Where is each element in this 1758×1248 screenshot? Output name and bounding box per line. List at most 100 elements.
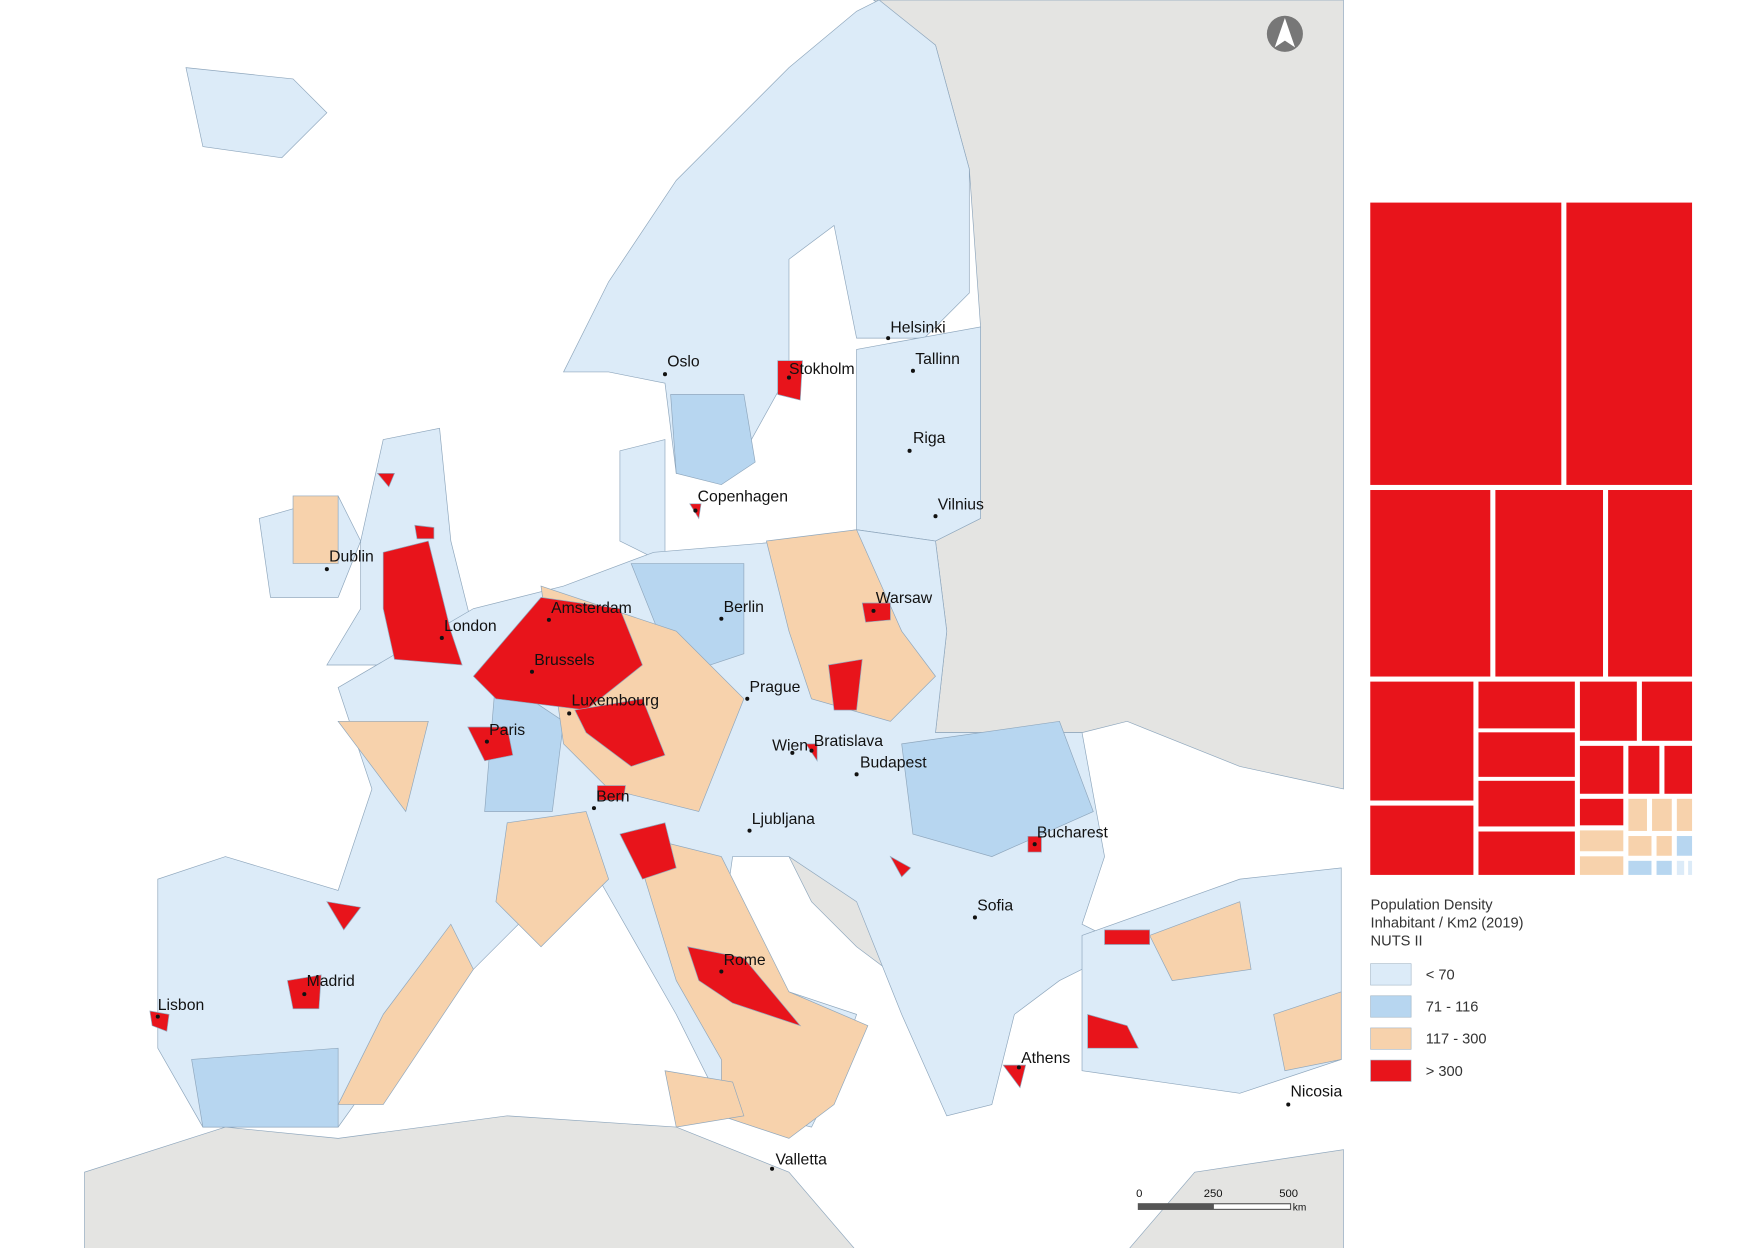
region xyxy=(777,360,803,401)
regions xyxy=(84,0,1344,1248)
region xyxy=(467,726,514,762)
city-dot xyxy=(786,375,791,380)
city-label: Brussels xyxy=(534,652,595,669)
region xyxy=(664,1070,745,1128)
non-eu-land xyxy=(84,1115,855,1248)
city-label: Ljubljana xyxy=(752,811,815,828)
city-label: Copenhagen xyxy=(698,489,788,506)
region xyxy=(292,495,339,564)
region xyxy=(337,721,429,813)
region xyxy=(382,540,463,666)
city-dot xyxy=(484,739,489,744)
treemap-cell xyxy=(1578,828,1625,853)
city-label: Tallinn xyxy=(915,351,960,368)
legend-swatch xyxy=(1370,995,1412,1018)
non-eu-land xyxy=(1129,1149,1344,1248)
city-dot xyxy=(745,696,750,701)
city-label: Rome xyxy=(724,952,766,969)
treemap-cell xyxy=(1578,797,1625,828)
legend: Population Density Inhabitant / Km2 (2019… xyxy=(1370,898,1524,1082)
city-label: Athens xyxy=(1021,1050,1070,1067)
legend-label: 71 - 116 xyxy=(1426,1000,1479,1016)
city-label: Paris xyxy=(489,722,525,739)
city-dot xyxy=(693,508,698,513)
treemap-cell xyxy=(1654,834,1674,858)
region xyxy=(856,326,981,542)
city-dot xyxy=(719,616,724,621)
treemap-cell xyxy=(1626,797,1649,833)
treemap-cell xyxy=(1640,679,1694,743)
region xyxy=(889,855,912,878)
treemap-cell xyxy=(1675,859,1686,877)
city-label: Vilnius xyxy=(938,496,984,513)
region xyxy=(472,597,643,711)
legend-swatch xyxy=(1370,1059,1412,1082)
region xyxy=(1002,1064,1027,1089)
region xyxy=(1273,991,1342,1072)
city-dot xyxy=(747,828,752,833)
scale-tick-label: 500 xyxy=(1279,1188,1298,1200)
city-dot xyxy=(439,635,444,640)
region xyxy=(337,923,474,1105)
city-dot xyxy=(302,992,307,997)
north-arrow-head xyxy=(1274,18,1296,48)
region xyxy=(766,529,936,722)
city-label: Berlin xyxy=(724,599,764,616)
region xyxy=(574,698,666,767)
scale-bar: 0 250 500 km xyxy=(1136,1188,1306,1214)
city-dot xyxy=(567,711,572,716)
city-label: Oslo xyxy=(667,353,700,370)
city-label: Stokholm xyxy=(789,361,855,378)
treemap-cell xyxy=(1686,859,1694,877)
legend-label: < 70 xyxy=(1426,967,1455,983)
region xyxy=(670,394,756,486)
city-dot xyxy=(854,772,859,777)
city-label: Amsterdam xyxy=(551,600,632,617)
region xyxy=(326,901,362,931)
legend-title: Inhabitant / Km2 (2019) xyxy=(1371,916,1524,932)
city-dot xyxy=(155,1014,160,1019)
city-label: Wien xyxy=(772,738,808,755)
treemap-cell xyxy=(1368,679,1476,803)
region xyxy=(901,720,1094,857)
region xyxy=(1149,901,1252,981)
treemap-cell xyxy=(1650,797,1674,833)
region xyxy=(149,1010,170,1032)
region xyxy=(861,602,891,623)
treemap-cell xyxy=(1578,854,1625,877)
city-dot xyxy=(1032,842,1037,847)
treemap xyxy=(1368,200,1694,877)
region xyxy=(484,675,564,812)
legend-title: NUTS II xyxy=(1371,934,1423,950)
region xyxy=(828,658,863,711)
region xyxy=(1087,1013,1139,1049)
city-dot xyxy=(972,915,977,920)
city-dot xyxy=(1016,1065,1021,1070)
city-label: Dublin xyxy=(329,548,374,565)
city-dot xyxy=(790,750,795,755)
treemap-cell xyxy=(1564,200,1694,487)
region xyxy=(597,785,626,801)
city-label: Warsaw xyxy=(876,590,933,607)
treemap-cell xyxy=(1476,779,1577,829)
city-label: Valletta xyxy=(775,1151,827,1168)
legend-label: 117 - 300 xyxy=(1426,1032,1487,1048)
city-label: Prague xyxy=(750,679,801,696)
city-label: Bratislava xyxy=(814,733,883,750)
city-label: Bern xyxy=(596,788,629,805)
treemap-cell xyxy=(1493,488,1605,679)
treemap-cell xyxy=(1368,488,1492,679)
city-dot xyxy=(933,514,938,519)
treemap-cell xyxy=(1476,679,1577,731)
city-dot xyxy=(886,336,891,341)
treemap-cell xyxy=(1626,744,1662,796)
treemap-cell xyxy=(1578,744,1625,796)
city-label: Budapest xyxy=(860,755,927,772)
map-root: Oslo Stokholm Helsinki Tallinn Riga Vilnius Co… xyxy=(84,0,1694,1248)
treemap-cell xyxy=(1578,679,1639,743)
legend-swatch xyxy=(1370,1027,1412,1050)
legend-label: > 300 xyxy=(1426,1064,1463,1080)
scale-unit: km xyxy=(1293,1203,1307,1214)
region xyxy=(185,67,328,159)
